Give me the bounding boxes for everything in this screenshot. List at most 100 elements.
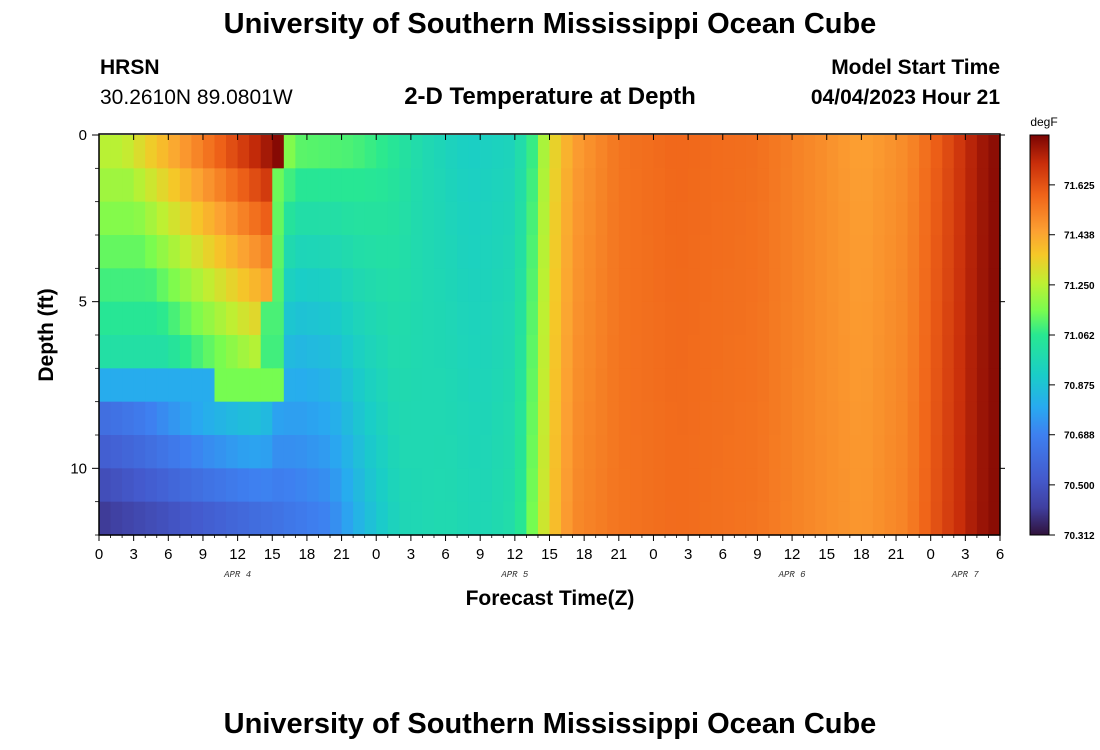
heatmap-cell [572,168,585,203]
heatmap-cell [480,401,493,436]
heatmap-cell [630,301,643,336]
heatmap-cell [884,268,897,303]
heatmap-cell [722,268,735,303]
heatmap-cell [780,168,793,203]
heatmap-cell [226,468,239,503]
heatmap-cell [595,301,608,336]
heatmap-cell [780,268,793,303]
heatmap-cell [168,468,181,503]
heatmap-cell [468,168,481,203]
heatmap-cell [179,168,193,203]
heatmap-cell [214,268,227,303]
heatmap-cell [595,401,608,436]
heatmap-cell [653,135,666,169]
heatmap-cells [99,135,1001,536]
heatmap-cell [815,235,828,269]
heatmap-cell [122,435,135,469]
heatmap-cell [711,301,724,336]
heatmap-cell [584,335,597,369]
heatmap-cell [757,301,770,336]
heatmap-cell [179,468,193,503]
heatmap-cell [942,168,955,203]
heatmap-cell [699,201,712,236]
heatmap-cell [896,435,909,469]
heatmap-cell [537,468,551,503]
heatmap-cell [249,168,262,203]
heatmap-cell [306,135,320,169]
heatmap-cell [318,468,331,503]
heatmap-cell [919,501,932,536]
heatmap-cell [561,168,574,203]
heatmap-cell [110,501,123,536]
heatmap-cell [965,268,978,303]
heatmap-cell [168,301,181,336]
heatmap-cell [584,435,597,469]
heatmap-cell [249,135,262,169]
heatmap-cell [214,401,227,436]
y-axis: 0 5 10 [70,127,1005,536]
heatmap-cell [595,468,608,503]
heatmap-cell [884,301,897,336]
heatmap-cell [272,335,285,369]
heatmap-cell [976,401,990,436]
heatmap-cell [318,401,331,436]
heatmap-cell [826,335,839,369]
heatmap-cell [861,168,874,203]
x-tick-label: 9 [476,546,484,563]
heatmap-cell [595,501,608,536]
heatmap-cell [711,435,724,469]
heatmap-cell [838,301,851,336]
heatmap-cell [872,235,886,269]
heatmap-cell [549,501,562,536]
heatmap-cell [722,435,735,469]
heatmap-cell [768,268,782,303]
heatmap-cell [826,368,839,403]
heatmap-cell [665,468,678,503]
heatmap-cell [318,201,331,236]
heatmap-cell [191,168,204,203]
colorbar-tick-label: 70.875 [1064,381,1095,392]
heatmap-cell [122,168,135,203]
heatmap-cell [815,368,828,403]
heatmap-cell [249,401,262,436]
heatmap-cell [410,235,424,269]
heatmap-cell [353,301,366,336]
heatmap-cell [202,368,216,403]
heatmap-cell [202,168,216,203]
heatmap-cell [745,201,759,236]
heatmap-cell [665,335,678,369]
heatmap-cell [849,401,862,436]
heatmap-cell [988,401,1001,436]
heatmap-cell [630,201,643,236]
heatmap-cell [630,168,643,203]
heatmap-cell [480,168,493,203]
heatmap-cell [226,401,239,436]
heatmap-cell [919,301,932,336]
heatmap-cell [526,501,539,536]
day-label: APR 4 [223,570,251,580]
heatmap-cell [237,401,250,436]
heatmap-cell [930,368,943,403]
heatmap-cell [260,335,273,369]
colorbar-tick-label: 71.438 [1064,231,1095,242]
heatmap-cell [838,168,851,203]
heatmap-cell [99,435,112,469]
heatmap-cell [133,301,146,336]
heatmap-cell [491,401,504,436]
heatmap-cell [953,435,966,469]
heatmap-cell [387,501,400,536]
heatmap-cell [803,135,816,169]
heatmap-cell [260,401,273,436]
heatmap-cell [595,368,608,403]
heatmap-cell [376,435,389,469]
heatmap-cell [988,235,1001,269]
colorbar-tick-label: 70.688 [1064,431,1095,442]
heatmap-cell [907,435,920,469]
heatmap-cell [838,501,851,536]
heatmap-cell [549,135,562,169]
heatmap-cell [491,468,504,503]
heatmap-cell [295,468,308,503]
heatmap-cell [896,501,909,536]
heatmap-cell [607,301,620,336]
heatmap-cell [433,368,447,403]
